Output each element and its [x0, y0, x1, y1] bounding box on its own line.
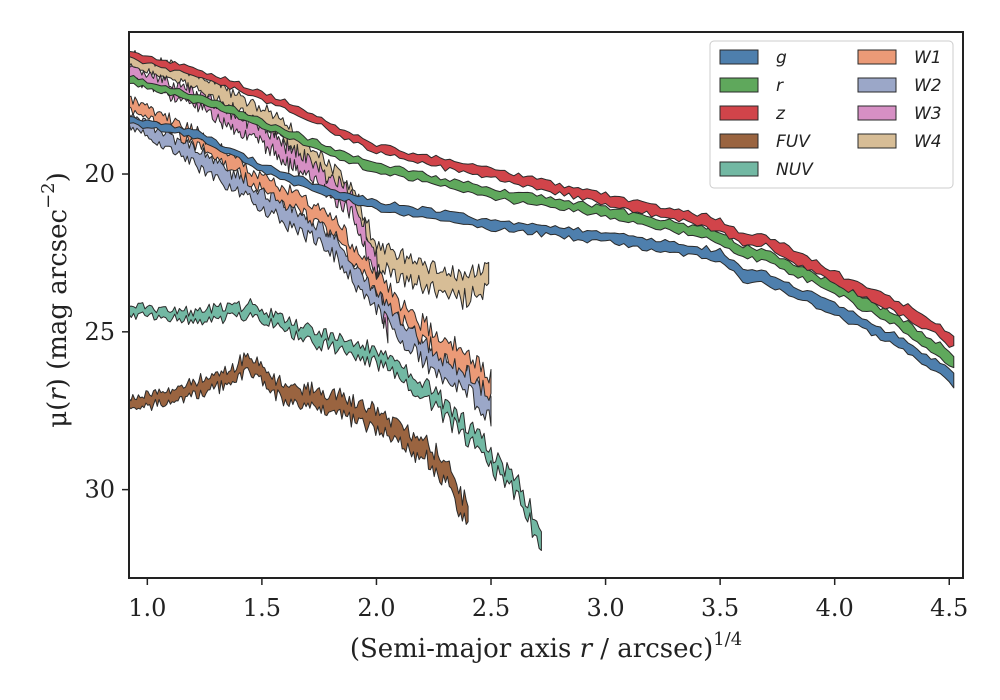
legend-swatch-fuv — [719, 133, 759, 149]
legend-swatch-w4 — [857, 133, 897, 149]
series-band-nuv — [128, 298, 542, 551]
x-tick-label: 2.0 — [357, 594, 395, 622]
x-tick-label: 4.0 — [816, 594, 854, 622]
x-tick-label: 2.5 — [472, 594, 510, 622]
plot-frame — [128, 31, 964, 579]
legend-swatch-w1 — [857, 49, 897, 65]
series-band-r — [128, 75, 955, 369]
y-axis-label: μ(r) (mag arcsec−2) — [38, 172, 73, 428]
y-tick-label: 20 — [84, 160, 115, 188]
legend-swatch-w3 — [857, 105, 897, 121]
legend-label-g: g — [776, 48, 787, 68]
legend-swatch-w2 — [857, 77, 897, 93]
legend-label-fuv: FUV — [776, 132, 811, 152]
legend-swatch-nuv — [719, 161, 759, 177]
legend: grz FUV NUV W1 W2 W3 W4 — [709, 40, 954, 189]
y-tick-label: 30 — [84, 476, 115, 504]
legend-label-r: r — [776, 76, 784, 96]
series-band-z — [128, 50, 955, 348]
legend-label-nuv: NUV — [776, 160, 814, 180]
legend-swatch-r — [719, 77, 759, 93]
legend-label-w3: W3 — [914, 104, 942, 124]
x-tick-label: 3.0 — [586, 594, 624, 622]
x-tick-label: 1.5 — [243, 594, 281, 622]
series-band-w1 — [128, 95, 492, 401]
ticks-layer: 1.0 1.5 2.0 2.5 3.0 3.5 4.0 4.5 20 25 30 — [84, 160, 968, 622]
legend-label-w2: W2 — [914, 76, 942, 96]
legend-swatch-g — [719, 49, 759, 65]
series-band-fuv — [128, 352, 469, 525]
x-tick-label: 4.5 — [930, 594, 968, 622]
x-axis-label: (Semi-major axis r / arcsec)1/4 — [350, 629, 742, 664]
series-layer — [128, 50, 955, 551]
legend-label-z: z — [775, 104, 786, 124]
legend-swatch-z — [719, 105, 759, 121]
x-tick-label: 3.5 — [701, 594, 739, 622]
y-tick-label: 25 — [84, 318, 115, 346]
legend-label-w1: W1 — [914, 48, 942, 68]
series-band-g — [128, 116, 955, 389]
legend-label-w4: W4 — [914, 132, 942, 152]
x-tick-label: 1.0 — [128, 594, 166, 622]
